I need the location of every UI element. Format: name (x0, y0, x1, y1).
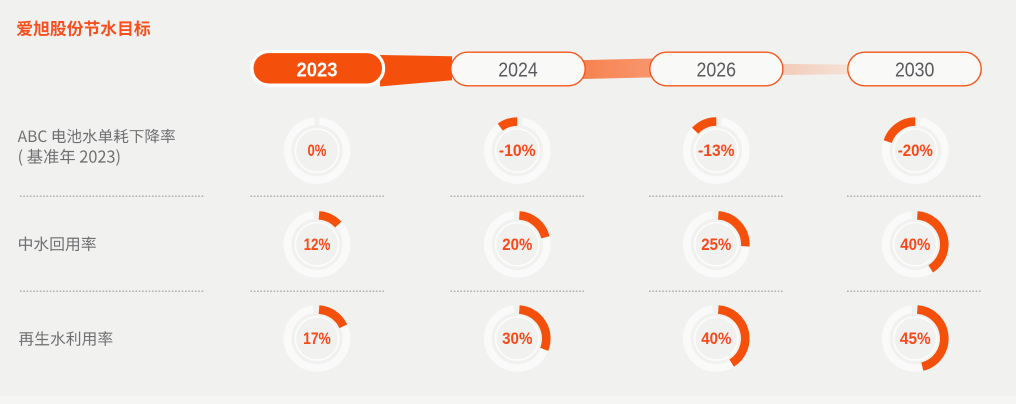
svg-text:45%: 45% (900, 330, 931, 348)
svg-text:2030: 2030 (895, 60, 935, 82)
svg-text:-20%: -20% (898, 142, 933, 160)
svg-text:2024: 2024 (498, 60, 538, 82)
svg-text:2023: 2023 (297, 60, 338, 82)
svg-text:25%: 25% (701, 236, 731, 254)
svg-text:0%: 0% (308, 142, 327, 160)
svg-text:40%: 40% (900, 236, 930, 254)
svg-text:17%: 17% (303, 330, 331, 348)
svg-text:2026: 2026 (697, 60, 737, 82)
svg-text:-13%: -13% (698, 142, 735, 160)
svg-text:30%: 30% (502, 330, 533, 348)
svg-text:40%: 40% (701, 330, 731, 348)
svg-text:20%: 20% (502, 236, 532, 254)
svg-text:12%: 12% (304, 236, 331, 254)
svg-text:-10%: -10% (499, 142, 536, 160)
